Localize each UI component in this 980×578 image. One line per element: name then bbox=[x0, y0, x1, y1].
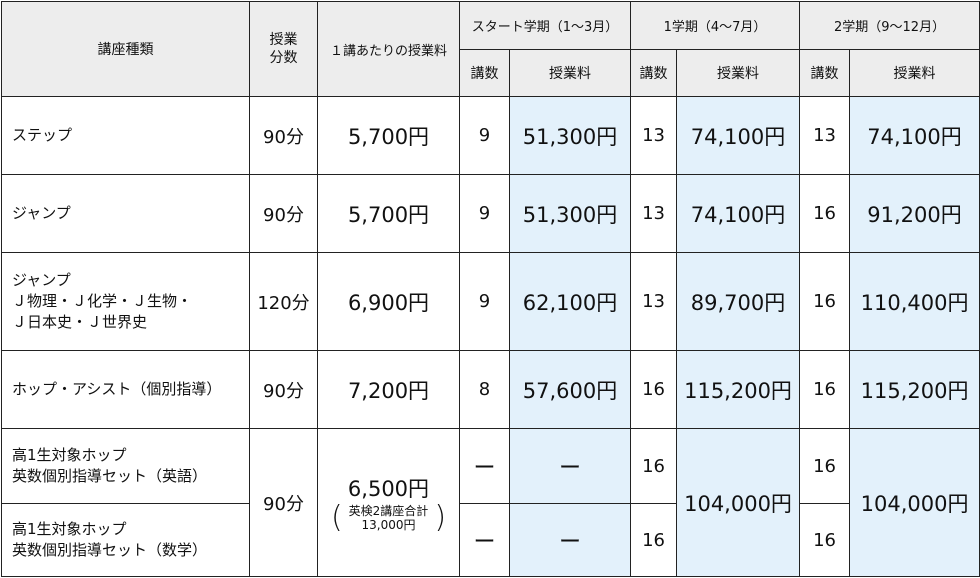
fee-per-lesson: 7,200円 bbox=[317, 350, 460, 429]
start-count: 9 bbox=[459, 252, 510, 351]
term1-count: 16 bbox=[630, 350, 678, 429]
start-fee: 51,300円 bbox=[508, 96, 632, 175]
course-name-line: Ｊ物理・Ｊ化学・Ｊ生物・ bbox=[12, 292, 193, 310]
lesson-minutes: 90分 bbox=[249, 174, 318, 253]
start-count-header: 講数 bbox=[459, 49, 510, 97]
term1-count: 13 bbox=[630, 174, 678, 253]
start-fee: 57,600円 bbox=[508, 350, 632, 429]
table-row: 高1生対象ホップ 英数個別指導セット（数学） ー ー 16 16 bbox=[1, 503, 980, 577]
term1-fee: 104,000円 bbox=[676, 428, 801, 577]
subheader-row: 講数 授業料 講数 授業料 講数 授業料 bbox=[2, 49, 980, 97]
fee-per-lesson: 5,700円 bbox=[317, 174, 460, 253]
start-fee: 51,300円 bbox=[508, 174, 632, 253]
term1-count-header: 講数 bbox=[630, 49, 678, 97]
fee-per-lesson: 6,900円 bbox=[317, 252, 460, 351]
term2-header: 2学期（9〜12月） bbox=[799, 1, 980, 50]
term2-count: 16 bbox=[799, 350, 851, 429]
table-row: ジャンプ 90分 5,700円 9 51,300円 13 74,100円 16 … bbox=[1, 174, 980, 253]
term2-count-header: 講数 bbox=[799, 49, 851, 97]
course-name-line: 英数個別指導セット（数学） bbox=[12, 541, 208, 559]
course-name: ステップ bbox=[1, 96, 250, 175]
start-fee: 62,100円 bbox=[508, 252, 632, 351]
course-name-line: ジャンプ bbox=[12, 271, 71, 289]
term2-count: 16 bbox=[799, 428, 851, 504]
start-fee: ー bbox=[508, 503, 632, 577]
course-name-line: ステップ bbox=[12, 126, 73, 144]
term1-count: 16 bbox=[630, 428, 678, 504]
course-name: 高1生対象ホップ 英数個別指導セット（数学） bbox=[1, 503, 250, 577]
start-fee: ー bbox=[508, 428, 632, 504]
term1-fee: 115,200円 bbox=[676, 350, 801, 429]
term2-count: 16 bbox=[799, 252, 851, 351]
course-name-line: Ｊ日本史・Ｊ世界史 bbox=[12, 313, 148, 331]
term2-count: 16 bbox=[799, 174, 851, 253]
term1-fee-header: 授業料 bbox=[676, 49, 801, 97]
term1-header: 1学期（4〜7月） bbox=[630, 1, 801, 50]
term2-count: 13 bbox=[799, 96, 851, 175]
lesson-minutes: 90分 bbox=[249, 428, 318, 577]
table-row: ホップ・アシスト（個別指導） 90分 7,200円 8 57,600円 16 1… bbox=[1, 350, 980, 429]
header-row: 講座種類 授業 分数 １講あたりの授業料 スタート学期（1〜3月） 1学期（4〜… bbox=[1, 1, 980, 97]
paren-open: ( bbox=[330, 499, 343, 535]
term2-fee: 110,400円 bbox=[849, 252, 980, 351]
lesson-minutes: 120分 bbox=[249, 252, 318, 351]
lesson-minutes-header-line1: 授業 bbox=[269, 32, 298, 48]
start-count: 8 bbox=[459, 350, 510, 429]
start-fee-header: 授業料 bbox=[508, 49, 632, 97]
course-name-line: ジャンプ bbox=[12, 204, 71, 222]
term2-fee: 104,000円 bbox=[849, 428, 980, 577]
term2-fee: 115,200円 bbox=[849, 350, 980, 429]
term1-count: 16 bbox=[630, 503, 678, 577]
lesson-minutes-header-line2: 分数 bbox=[269, 50, 298, 66]
start-count: 9 bbox=[459, 96, 510, 175]
course-name: ジャンプ bbox=[1, 174, 250, 253]
fee-note-text: 英検2講座合計 13,000円 bbox=[349, 504, 429, 532]
table-row: ジャンプ Ｊ物理・Ｊ化学・Ｊ生物・ Ｊ日本史・Ｊ世界史 120分 6,900円 … bbox=[1, 252, 980, 351]
fee-per-lesson-header: １講あたりの授業料 bbox=[317, 1, 460, 97]
start-count: 9 bbox=[459, 174, 510, 253]
fee-per-lesson-value: 6,500円 bbox=[347, 476, 430, 501]
term1-fee: 89,700円 bbox=[676, 252, 801, 351]
term2-fee: 74,100円 bbox=[849, 96, 980, 175]
fee-note: ( 英検2講座合計 13,000円 ) bbox=[330, 499, 447, 535]
course-name-line: 英数個別指導セット（英語） bbox=[12, 467, 208, 485]
paren-close: ) bbox=[434, 499, 447, 535]
course-name-line: 高1生対象ホップ bbox=[12, 446, 127, 464]
start-count: ー bbox=[459, 503, 510, 577]
term1-fee: 74,100円 bbox=[676, 174, 801, 253]
fee-per-lesson: 6,500円 ( 英検2講座合計 13,000円 ) bbox=[317, 428, 460, 577]
fee-note-line1: 英検2講座合計 bbox=[348, 503, 429, 518]
term1-count: 13 bbox=[630, 252, 678, 351]
course-name-line: ホップ・アシスト（個別指導） bbox=[12, 380, 222, 398]
course-type-header: 講座種類 bbox=[1, 1, 250, 97]
start-term-header: スタート学期（1〜3月） bbox=[458, 1, 632, 50]
course-name: ジャンプ Ｊ物理・Ｊ化学・Ｊ生物・ Ｊ日本史・Ｊ世界史 bbox=[1, 252, 250, 351]
course-name: ホップ・アシスト（個別指導） bbox=[1, 350, 250, 429]
lesson-minutes: 90分 bbox=[249, 350, 318, 429]
table-row: ステップ 90分 5,700円 9 51,300円 13 74,100円 13 … bbox=[1, 96, 980, 175]
term2-count: 16 bbox=[799, 503, 851, 577]
course-name-line: 高1生対象ホップ bbox=[12, 520, 127, 538]
table-row: 高1生対象ホップ 英数個別指導セット（英語） 90分 6,500円 ( 英検2講… bbox=[1, 428, 980, 577]
term1-count: 13 bbox=[630, 96, 678, 175]
start-count: ー bbox=[459, 428, 510, 504]
lesson-minutes-header: 授業 分数 bbox=[249, 1, 318, 97]
fee-per-lesson: 5,700円 bbox=[317, 96, 460, 175]
term2-fee-header: 授業料 bbox=[849, 49, 980, 97]
term2-fee: 91,200円 bbox=[849, 174, 980, 253]
term1-fee: 74,100円 bbox=[676, 96, 801, 175]
lesson-minutes: 90分 bbox=[249, 96, 318, 175]
fee-note-line2: 13,000円 bbox=[361, 517, 416, 532]
fee-per-lesson-stack: 6,500円 ( 英検2講座合計 13,000円 ) bbox=[331, 473, 446, 533]
course-name: 高1生対象ホップ 英数個別指導セット（英語） bbox=[1, 428, 250, 504]
